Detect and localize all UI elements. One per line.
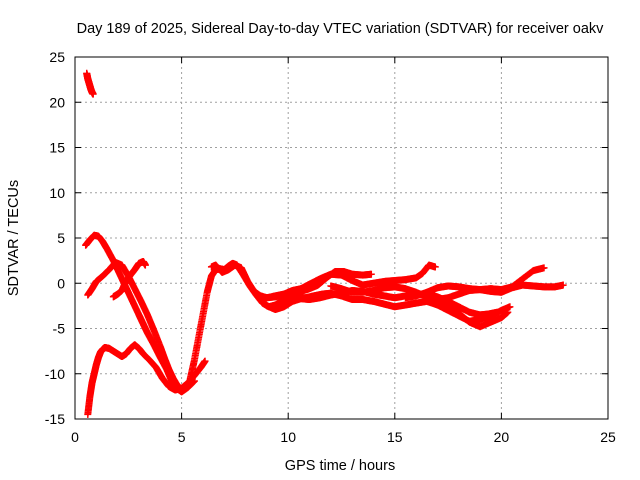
x-tick-label: 10 [280, 429, 296, 445]
x-tick-label: 25 [600, 429, 616, 445]
y-tick-label: -10 [45, 366, 65, 382]
x-tick-label: 15 [387, 429, 403, 445]
y-axis-label: SDTVAR / TECUs [6, 180, 22, 296]
series-arc-5 [109, 258, 149, 301]
data-point [559, 281, 567, 289]
data-point [431, 263, 439, 271]
y-tick-label: -5 [53, 321, 66, 337]
x-tick-label: 0 [71, 429, 79, 445]
series-arc-11 [401, 281, 567, 302]
data-point [493, 308, 501, 316]
data-point [141, 261, 149, 269]
y-tick-label: 5 [57, 230, 65, 246]
data-point [506, 303, 514, 311]
data-point [540, 264, 548, 272]
chart-title: Day 189 of 2025, Sidereal Day-to-day VTE… [77, 21, 605, 37]
plot-frame [74, 56, 609, 420]
data-point [201, 357, 209, 365]
series-arc-3 [82, 231, 198, 396]
y-tick-label: -15 [45, 411, 65, 427]
series-arc-8 [263, 267, 375, 302]
axis-ticks: 0 5 10 15 20 25 -15 -10 -5 0 5 10 15 20 25 [45, 49, 616, 445]
grid [75, 57, 608, 419]
series-arc-12 [433, 299, 512, 331]
y-tick-label: 15 [49, 140, 65, 156]
series-arc-4 [84, 258, 196, 393]
y-tick-label: 20 [49, 94, 65, 110]
x-axis-label: GPS time / hours [285, 458, 395, 474]
data-point [89, 90, 97, 98]
y-tick-label: 10 [49, 185, 65, 201]
data-point [504, 308, 512, 316]
series-arc-1 [83, 69, 97, 98]
data-point [367, 270, 375, 278]
series-arc-2 [84, 341, 209, 418]
y-tick-label: 0 [57, 275, 65, 291]
x-tick-label: 20 [494, 429, 510, 445]
series-arc-7 [207, 261, 439, 302]
data-points [82, 69, 567, 418]
x-tick-label: 5 [178, 429, 186, 445]
y-tick-label: 25 [49, 49, 65, 65]
